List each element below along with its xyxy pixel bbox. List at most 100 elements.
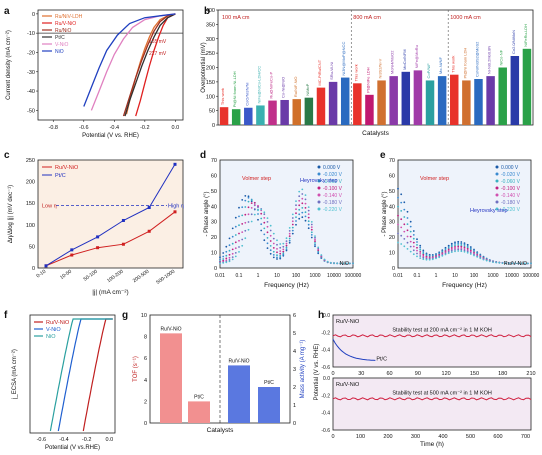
data-point (504, 262, 507, 265)
data-point (266, 225, 269, 228)
data-point (228, 244, 231, 247)
data-point (307, 206, 310, 209)
x-axis-title: Potential (V vs. RHE) (82, 133, 139, 139)
bar-label-0: This work (220, 88, 225, 105)
x-tick-label: 0.01 (393, 273, 403, 279)
right-tick-label: 4 (293, 349, 296, 355)
y-tick-label: 30 (389, 220, 395, 226)
x-tick-label: 120 (442, 371, 451, 377)
panel-f-letter: f (4, 310, 8, 321)
x-tick-label: 500 (466, 434, 475, 440)
panel-a-frame (37, 9, 184, 121)
data-point (44, 264, 48, 268)
data-point (416, 249, 418, 252)
bar-0 (219, 107, 229, 125)
data-point (269, 224, 272, 227)
data-point (173, 162, 177, 166)
data-point (238, 251, 240, 253)
series-line-2 (122, 13, 176, 117)
data-point (476, 256, 479, 258)
data-point (298, 208, 301, 211)
data-point (269, 234, 272, 237)
bar-4 (268, 100, 277, 125)
data-point (454, 249, 456, 251)
data-point (523, 262, 526, 265)
data-point (231, 242, 234, 245)
heyrovsky-label: Heyrovsky step (300, 178, 338, 184)
data-point (285, 244, 288, 247)
data-point (454, 247, 456, 250)
panel-h-frame (332, 314, 532, 368)
left-tick-label: 2 (144, 399, 147, 405)
x-tick-label: 0.0 (172, 125, 180, 131)
data-point (298, 190, 301, 193)
data-point (345, 262, 348, 265)
data-point (463, 245, 466, 247)
y-tick-label: -0.2 (321, 393, 330, 399)
data-point (272, 232, 275, 235)
data-point (492, 261, 494, 263)
data-point (247, 228, 250, 231)
data-point (329, 261, 332, 264)
data-point (495, 261, 498, 264)
data-point (222, 252, 225, 254)
data-point (460, 250, 463, 253)
bar-20 (462, 80, 471, 125)
data-point (457, 242, 460, 245)
x-tick-label: 0 (331, 434, 334, 440)
left-axis-title: TOF (s⁻¹) (133, 356, 139, 382)
x-tick-label: 100000 (345, 273, 362, 279)
data-point (285, 249, 288, 252)
data-point (438, 256, 441, 259)
x-tick-label: -0.4 (59, 437, 68, 443)
data-point (298, 204, 301, 207)
legend-label-2: Ru/NiO (55, 28, 72, 34)
data-point (416, 252, 418, 255)
data-point (269, 229, 272, 232)
bar-label-5: Co-Ni@NiO (281, 77, 286, 98)
legend-label-3: -0.100 V (323, 186, 343, 192)
data-point (282, 252, 285, 255)
data-point (447, 245, 450, 248)
bar-6 (292, 99, 301, 125)
data-point (298, 213, 301, 216)
x-tick-label: 0.1 (236, 273, 243, 279)
bar-7 (304, 97, 314, 125)
data-point (225, 261, 228, 264)
data-point (257, 206, 259, 209)
data-point (241, 231, 244, 234)
data-point (241, 214, 244, 217)
data-point (412, 245, 415, 248)
y-tick-label: 20 (211, 235, 217, 241)
data-point (304, 202, 307, 205)
panel-c-frame (37, 159, 184, 269)
data-point (457, 247, 460, 249)
tof-bar-ru (160, 333, 182, 423)
data-point (352, 262, 354, 265)
data-point (422, 252, 425, 255)
data-point (241, 206, 244, 209)
data-point (473, 254, 475, 257)
x-tick-label: 180 (498, 371, 507, 377)
legend-label-6: -0.220 V (501, 207, 521, 213)
series-line-1 (45, 164, 176, 267)
data-point (301, 207, 304, 209)
data-point (298, 217, 301, 220)
data-point (260, 217, 263, 220)
y-tick-label: 400 (206, 8, 215, 14)
legend-marker-5 (317, 200, 321, 204)
data-point (301, 216, 304, 219)
data-point (422, 256, 425, 259)
data-point (419, 246, 422, 249)
data-point (291, 217, 294, 219)
data-point (96, 235, 100, 239)
data-point (260, 208, 263, 211)
data-point (457, 244, 460, 246)
legend-marker-0 (317, 165, 321, 169)
y-axis-title: Current density (mA cm⁻²) (6, 30, 12, 100)
legend-label-4: -0.140 V (323, 193, 343, 199)
data-point (422, 251, 425, 253)
data-point (276, 256, 278, 259)
bar-label-11: This work (353, 64, 358, 81)
